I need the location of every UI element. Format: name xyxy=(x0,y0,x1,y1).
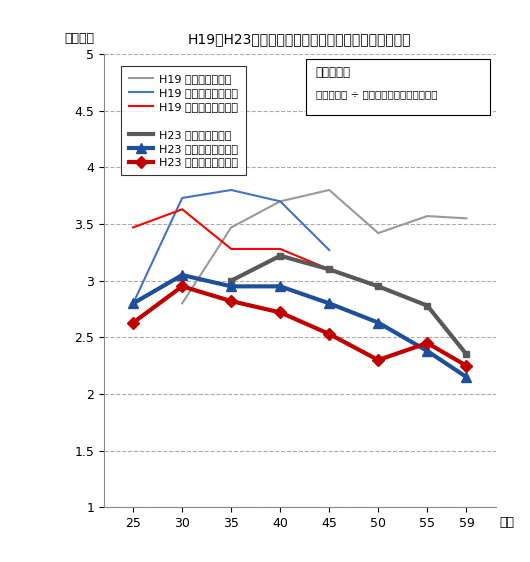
Text: 支給月数: 支給月数 xyxy=(65,32,94,45)
Title: H19・H23　愛知　賞与支給月数（全規模・全業種）: H19・H23 愛知 賞与支給月数（全規模・全業種） xyxy=(188,32,412,46)
Text: 賞与月数：: 賞与月数： xyxy=(315,66,350,79)
Text: 年齢: 年齢 xyxy=(500,516,515,529)
FancyBboxPatch shape xyxy=(306,58,490,115)
Text: 年間賞与額 ÷ （所定内賎金－家族手当）: 年間賞与額 ÷ （所定内賎金－家族手当） xyxy=(315,89,437,99)
Legend: H19 年管理職中位数, H19 年一般男子中位数, H19 年一般女子中位数, , H23 年管理職中位数, H23 年一般男子中位数, H23 年一般女子中: H19 年管理職中位数, H19 年一般男子中位数, H19 年一般女子中位数,… xyxy=(121,66,245,175)
